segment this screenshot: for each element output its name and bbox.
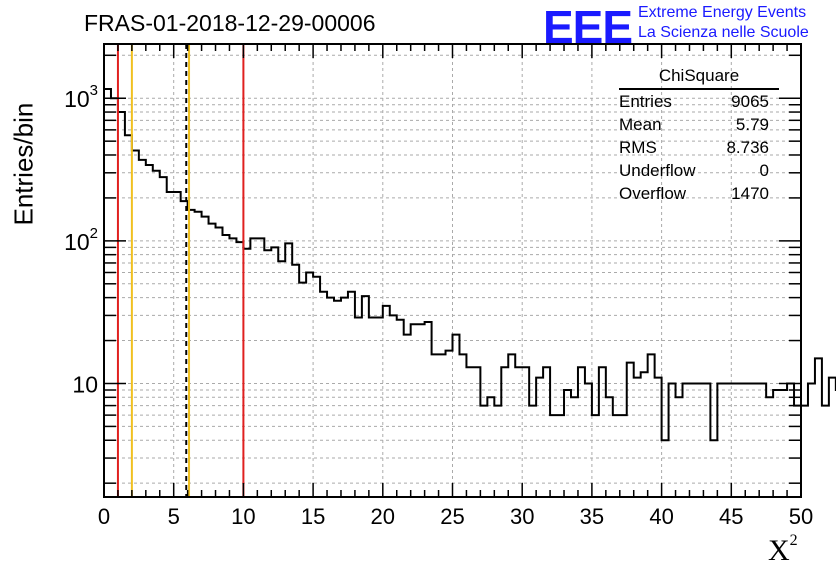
histogram-layer — [104, 88, 836, 442]
x-tick-label: 40 — [649, 504, 673, 529]
x-tick-label: 20 — [371, 504, 395, 529]
x-tick-label: 35 — [580, 504, 604, 529]
stats-value: 5.79 — [735, 115, 769, 134]
tick-labels: 0 5 10 15 20 25 30 35 40 45 50 10 102 103 — [64, 82, 813, 529]
stats-box: ChiSquare Entries 9065 Mean 5.79 RMS 8.736 … — [611, 66, 779, 205]
y-axis-label-wrap: Entries/bin — [4, 103, 44, 226]
stats-value: 0 — [759, 161, 769, 180]
logo-line-2: La Scienza nelle Scuole — [638, 24, 809, 41]
x-axis-label-exp: 2 — [789, 532, 798, 549]
stats-label: Entries — [619, 92, 672, 111]
x-tick-label: 15 — [301, 504, 325, 529]
x-tick-label: 50 — [789, 504, 813, 529]
stats-row: Entries 9065 — [611, 90, 779, 113]
stats-row: Overflow 1470 — [611, 182, 779, 205]
x-tick-label: 25 — [440, 504, 464, 529]
grid-lines — [104, 44, 801, 497]
axis-ticks — [103, 44, 802, 497]
x-tick-label: 45 — [719, 504, 743, 529]
cut-lines — [116, 44, 245, 497]
histogram-outline — [104, 88, 836, 442]
stats-title: ChiSquare — [619, 66, 779, 90]
x-tick-label: 30 — [510, 504, 534, 529]
stats-label: RMS — [619, 138, 657, 157]
stats-row: RMS 8.736 — [611, 136, 779, 159]
x-axis-label-base: X — [768, 534, 790, 567]
x-tick-label: 5 — [168, 504, 180, 529]
y-tick-label: 103 — [64, 82, 98, 112]
eee-logo: EEE — [543, 1, 633, 53]
x-tick-label: 10 — [231, 504, 255, 529]
logo-line-1: Extreme Energy Events — [638, 4, 807, 21]
x-axis-label: X2 — [768, 532, 798, 568]
y-axis-label: Entries/bin — [8, 102, 39, 226]
stats-value: 8.736 — [726, 138, 769, 157]
stats-label: Overflow — [619, 184, 687, 203]
y-tick-label: 102 — [64, 225, 98, 255]
stats-label: Underflow — [619, 161, 696, 180]
stats-row: Underflow 0 — [611, 159, 779, 182]
stats-value: 9065 — [731, 92, 769, 111]
stats-row: Mean 5.79 — [611, 113, 779, 136]
chart-title: FRAS-01-2018-12-29-00006 — [84, 10, 376, 36]
x-tick-label: 0 — [98, 504, 110, 529]
stats-label: Mean — [619, 115, 662, 134]
y-tick-label: 10 — [72, 371, 98, 397]
stats-value: 1470 — [731, 184, 769, 203]
